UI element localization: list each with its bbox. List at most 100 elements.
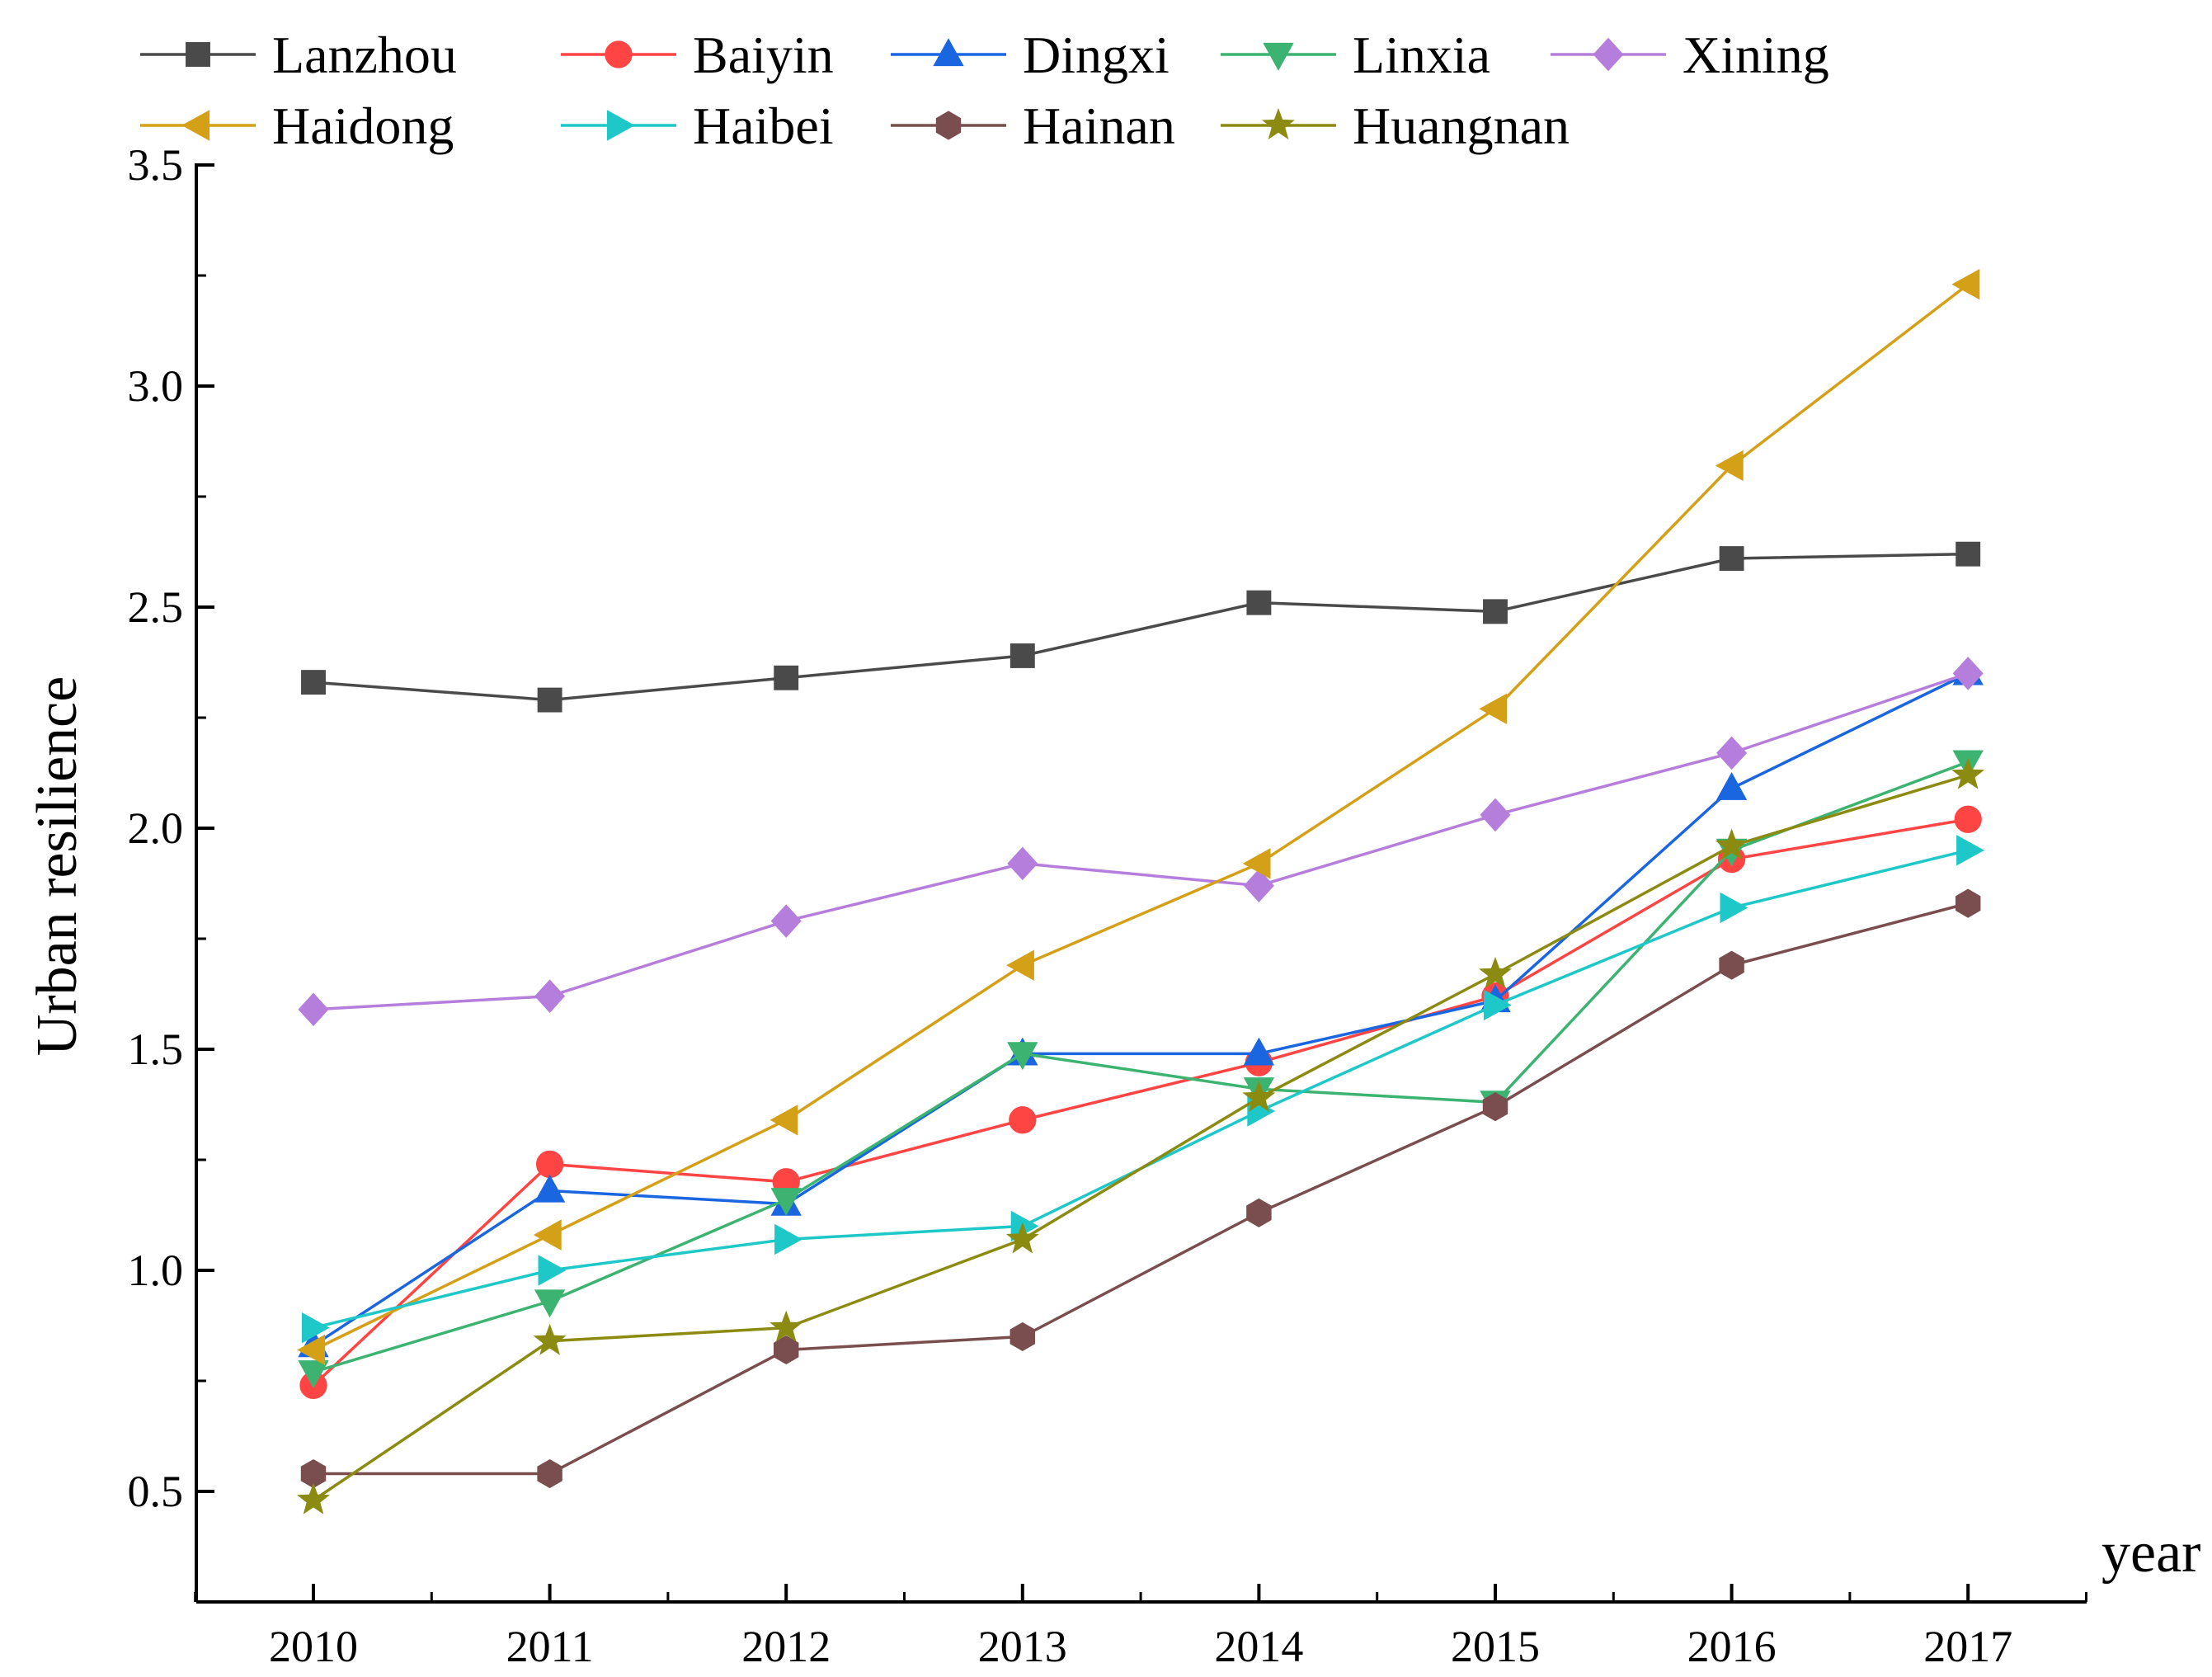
data-point: [1715, 828, 1748, 860]
data-point: [535, 1150, 564, 1179]
series-line: [313, 671, 1969, 1011]
axes: 0.5 1.0 1.5 2.0 2.5 3.0 3.5 2010 2011 2012 2013 201…: [128, 140, 2087, 1671]
y-tick-label: 2.0: [128, 803, 184, 853]
data-point: [1482, 1092, 1508, 1122]
data-point: [538, 1255, 567, 1286]
legend: Lanzhou Baiyin Dingxi Linxia Xining Haidong Ha…: [140, 26, 1829, 155]
data-point: [770, 1188, 802, 1216]
series-line: [313, 902, 1969, 1476]
series-xining: [298, 657, 1984, 1027]
data-point: [533, 1219, 562, 1251]
x-axis-title: year: [2101, 1521, 2200, 1585]
data-point: [1243, 1037, 1275, 1066]
x-tick-label: 2016: [1687, 1622, 1777, 1671]
legend-item-lanzhou: Lanzhou: [140, 26, 457, 84]
legend-item-xining: Xining: [1551, 26, 1829, 84]
data-point: [769, 1310, 803, 1342]
data-point: [769, 1105, 798, 1136]
legend-label: Dingxi: [1023, 26, 1170, 84]
legend-label: Haidong: [272, 97, 454, 155]
data-point: [1719, 950, 1744, 980]
series-huangnan: [297, 757, 1985, 1514]
series-haidong: [297, 269, 1980, 1366]
y-tick-label: 0.5: [128, 1467, 184, 1516]
series-hainan: [300, 888, 1981, 1489]
x-tick-label: 2014: [1214, 1622, 1303, 1671]
data-point: [1716, 736, 1748, 770]
series-line: [313, 552, 1969, 702]
y-tick-label: 3.5: [128, 140, 184, 190]
data-point: [1715, 772, 1748, 800]
legend-item-baiyin: Baiyin: [561, 26, 834, 84]
data-point: [1952, 657, 1984, 690]
series-line: [313, 849, 1969, 1330]
data-point: [774, 665, 799, 690]
y-tick-label: 1.0: [128, 1246, 184, 1295]
data-point: [1010, 1321, 1036, 1351]
legend-marker: [605, 40, 633, 68]
data-point: [1009, 1106, 1037, 1134]
legend-label: Xining: [1683, 26, 1829, 84]
data-point: [1006, 949, 1034, 981]
legend-marker: [1593, 37, 1624, 72]
legend-item-haidong: Haidong: [140, 97, 454, 155]
x-tick-label: 2012: [741, 1622, 831, 1671]
data-point: [1243, 869, 1274, 902]
series-line: [313, 283, 1970, 1352]
series-line: [313, 671, 1969, 1347]
series-line: [312, 817, 1969, 1387]
legend-item-hainan: Hainan: [891, 97, 1175, 155]
data-point: [1005, 1222, 1039, 1254]
data-point: [534, 1289, 566, 1318]
legend-label: Hainan: [1023, 97, 1175, 155]
legend-item-linxia: Linxia: [1221, 26, 1490, 84]
legend-label: Linxia: [1353, 26, 1490, 84]
y-tick-label: 1.5: [128, 1025, 184, 1074]
x-tick-label: 2011: [506, 1622, 594, 1671]
data-point: [301, 1312, 330, 1344]
x-tick-label: 2015: [1451, 1622, 1540, 1671]
legend-label: Haibei: [693, 97, 834, 155]
data-point: [1246, 1198, 1272, 1227]
data-point: [534, 1174, 566, 1203]
data-point: [298, 1360, 329, 1389]
data-point: [298, 992, 329, 1027]
data-point: [770, 904, 802, 938]
data-point: [537, 687, 562, 713]
data-point: [1242, 1080, 1276, 1112]
data-point: [297, 1482, 330, 1514]
data-point: [537, 1458, 562, 1489]
plot-area: [297, 269, 1985, 1514]
data-point: [1715, 450, 1744, 482]
data-point: [1480, 798, 1511, 832]
data-point: [1955, 888, 1981, 918]
data-point: [1956, 541, 1981, 567]
data-point: [1010, 643, 1035, 668]
legend-marker: [181, 110, 210, 141]
legend-label: Baiyin: [693, 26, 834, 84]
data-point: [301, 670, 326, 695]
y-tick-label: 2.5: [128, 582, 184, 632]
series-line: [313, 760, 1969, 1373]
legend-item-dingxi: Dingxi: [891, 26, 1170, 84]
data-point: [1483, 989, 1512, 1021]
data-point: [1479, 693, 1508, 724]
legend-marker: [606, 110, 635, 141]
data-point: [297, 1334, 326, 1366]
series-lanzhou: [301, 541, 1981, 713]
data-point: [1720, 892, 1748, 924]
legend-marker: [186, 42, 210, 67]
legend-marker: [1263, 42, 1294, 71]
data-point: [1483, 599, 1508, 624]
data-point: [1007, 1042, 1038, 1071]
data-point: [1246, 590, 1272, 615]
x-tick-label: 2013: [978, 1622, 1067, 1671]
legend-marker: [935, 111, 962, 140]
data-point: [533, 1323, 567, 1355]
y-tick-label: 3.0: [128, 361, 184, 411]
legend-marker: [1262, 108, 1295, 139]
y-axis-title: Urban resilience: [26, 676, 89, 1057]
data-point: [773, 1335, 799, 1365]
x-tick-label: 2010: [269, 1622, 358, 1671]
